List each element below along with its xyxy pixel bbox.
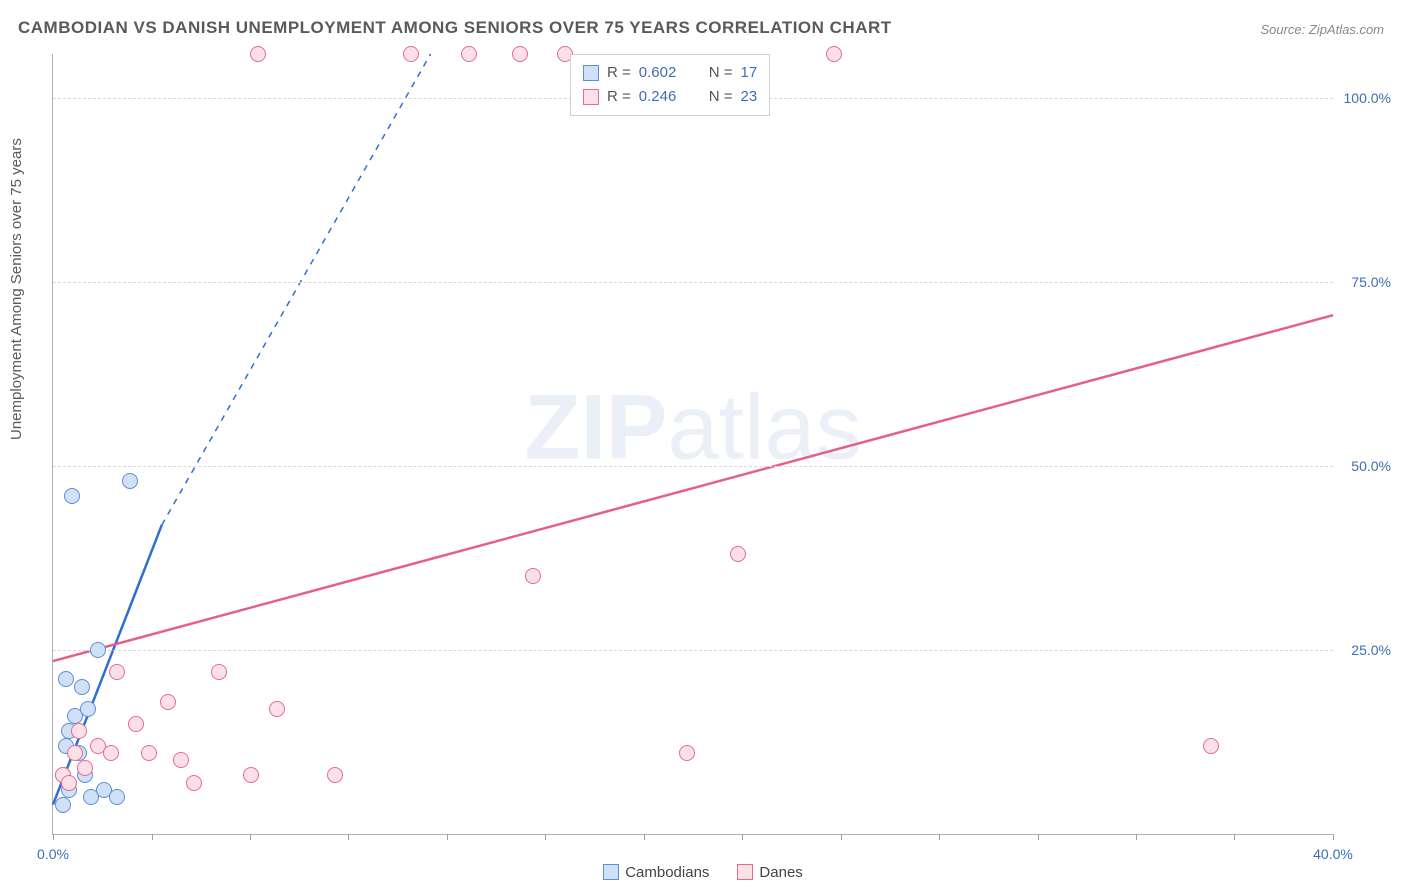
y-axis-label: Unemployment Among Seniors over 75 years [8, 138, 25, 440]
data-point [74, 679, 90, 695]
legend-item: Danes [737, 864, 802, 881]
x-tick [53, 834, 54, 840]
data-point [186, 775, 202, 791]
x-tick [348, 834, 349, 840]
y-tick-label: 75.0% [1351, 274, 1391, 290]
gridline [53, 466, 1333, 467]
legend-swatch [737, 864, 753, 880]
data-point [327, 767, 343, 783]
data-point [269, 701, 285, 717]
data-point [64, 488, 80, 504]
x-tick [1038, 834, 1039, 840]
y-tick-label: 50.0% [1351, 458, 1391, 474]
y-tick-label: 25.0% [1351, 642, 1391, 658]
data-point [80, 701, 96, 717]
data-point [122, 473, 138, 489]
data-point [730, 546, 746, 562]
data-point [61, 775, 77, 791]
data-point [90, 642, 106, 658]
x-tick [447, 834, 448, 840]
x-tick-label: 0.0% [37, 846, 69, 862]
legend-swatch [583, 89, 599, 105]
data-point [109, 664, 125, 680]
data-point [525, 568, 541, 584]
legend-swatch [603, 864, 619, 880]
x-tick [1136, 834, 1137, 840]
trend-line [53, 315, 1333, 661]
n-label: N = [709, 61, 733, 85]
trend-line-extrapolated [162, 54, 431, 525]
data-point [211, 664, 227, 680]
data-point [826, 46, 842, 62]
data-point [461, 46, 477, 62]
series-legend: Cambodians Danes [0, 864, 1406, 885]
data-point [55, 797, 71, 813]
x-tick [152, 834, 153, 840]
n-label: N = [709, 85, 733, 109]
r-label: R = [607, 61, 631, 85]
data-point [243, 767, 259, 783]
data-point [77, 760, 93, 776]
source-attribution: Source: ZipAtlas.com [1260, 22, 1384, 37]
n-value: 23 [741, 85, 758, 109]
legend-row: R = 0.602 N = 17 [583, 61, 757, 85]
x-tick [1333, 834, 1334, 840]
x-tick [939, 834, 940, 840]
data-point [103, 745, 119, 761]
gridline [53, 282, 1333, 283]
plot-area: ZIPatlas 25.0%50.0%75.0%100.0%0.0%40.0% [52, 54, 1333, 835]
data-point [160, 694, 176, 710]
trend-line [53, 525, 162, 805]
x-tick [545, 834, 546, 840]
r-label: R = [607, 85, 631, 109]
x-tick [1234, 834, 1235, 840]
data-point [109, 789, 125, 805]
data-point [71, 723, 87, 739]
data-point [173, 752, 189, 768]
legend-label: Cambodians [625, 864, 709, 881]
y-tick-label: 100.0% [1344, 90, 1391, 106]
x-tick-label: 40.0% [1313, 846, 1353, 862]
data-point [679, 745, 695, 761]
chart-title: CAMBODIAN VS DANISH UNEMPLOYMENT AMONG S… [18, 18, 892, 38]
legend-swatch [583, 65, 599, 81]
data-point [67, 745, 83, 761]
legend-row: R = 0.246 N = 23 [583, 85, 757, 109]
data-point [141, 745, 157, 761]
data-point [512, 46, 528, 62]
x-tick [841, 834, 842, 840]
legend-item: Cambodians [603, 864, 709, 881]
trend-lines-layer [53, 54, 1333, 834]
legend-label: Danes [759, 864, 802, 881]
data-point [1203, 738, 1219, 754]
data-point [58, 671, 74, 687]
n-value: 17 [741, 61, 758, 85]
x-tick [250, 834, 251, 840]
data-point [128, 716, 144, 732]
data-point [403, 46, 419, 62]
data-point [250, 46, 266, 62]
x-tick [742, 834, 743, 840]
r-value: 0.602 [639, 61, 693, 85]
gridline [53, 650, 1333, 651]
x-tick [644, 834, 645, 840]
correlation-legend: R = 0.602 N = 17 R = 0.246 N = 23 [570, 54, 770, 116]
r-value: 0.246 [639, 85, 693, 109]
